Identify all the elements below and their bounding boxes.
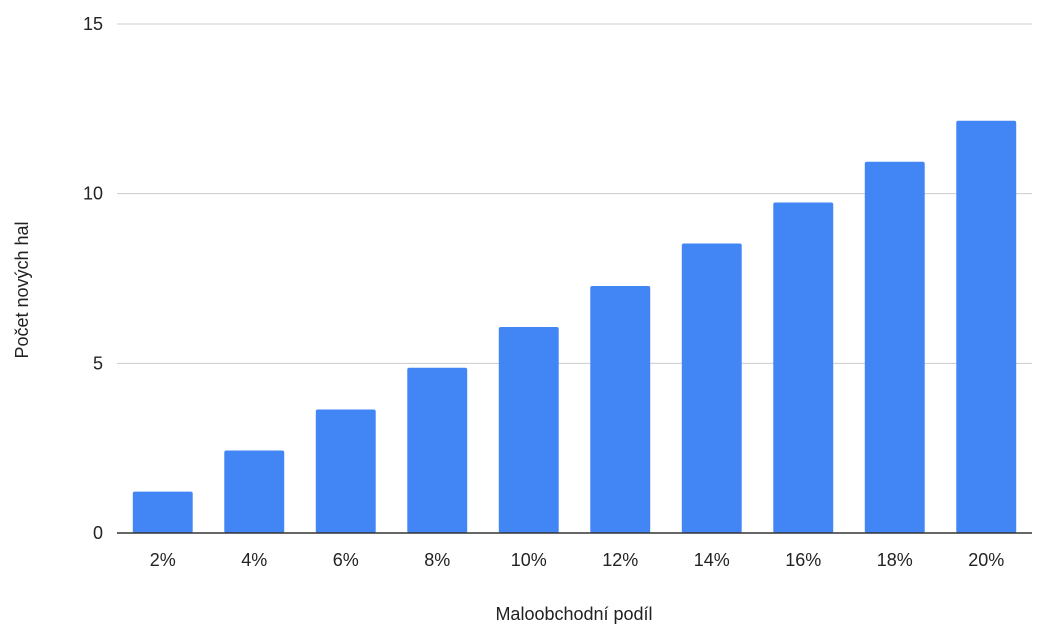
bar-12pct <box>590 285 651 533</box>
bar-10pct <box>498 327 559 533</box>
bar-20pct <box>956 120 1017 534</box>
y-tick-label: 15 <box>83 14 103 34</box>
x-tick-label: 8% <box>424 550 450 570</box>
bar-6pct <box>315 409 376 533</box>
y-axis-title: Počet nových hal <box>12 221 32 358</box>
x-tick-label: 14% <box>694 550 730 570</box>
bar-8pct <box>407 367 468 533</box>
x-tick-label: 18% <box>877 550 913 570</box>
x-tick-label: 4% <box>241 550 267 570</box>
bar-4pct <box>224 450 285 533</box>
x-tick-label: 12% <box>602 550 638 570</box>
y-tick-label: 0 <box>93 523 103 543</box>
bars <box>132 120 1017 534</box>
x-axis-title: Maloobchodní podíl <box>495 604 652 624</box>
x-tick-label: 16% <box>785 550 821 570</box>
bar-18pct <box>864 161 925 533</box>
x-tick-label: 10% <box>511 550 547 570</box>
x-tick-label: 20% <box>968 550 1004 570</box>
x-tick-label: 2% <box>150 550 176 570</box>
y-tick-label: 5 <box>93 353 103 373</box>
y-tick-labels: 0 5 10 15 <box>83 14 103 543</box>
bar-16pct <box>773 202 834 534</box>
y-tick-label: 10 <box>83 184 103 204</box>
bar-2pct <box>132 491 193 533</box>
x-tick-labels: 2% 4% 6% 8% 10% 12% 14% 16% 18% 20% <box>150 550 1005 570</box>
bar-14pct <box>681 243 742 534</box>
x-tick-label: 6% <box>333 550 359 570</box>
